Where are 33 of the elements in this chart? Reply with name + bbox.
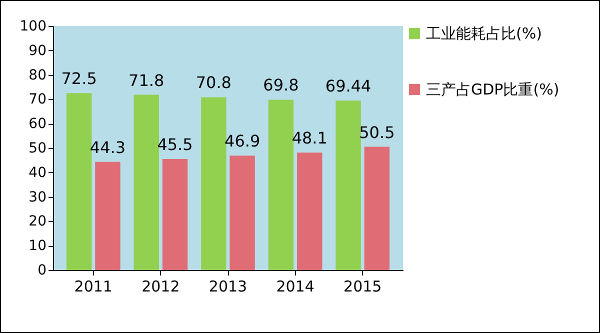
- bar: [95, 162, 120, 270]
- x-tick-label: 2012: [142, 278, 180, 296]
- legend-label: 三产占GDP比重(%): [426, 80, 560, 98]
- data-label: 71.8: [128, 70, 164, 90]
- bar: [66, 93, 92, 270]
- data-label: 69.8: [263, 76, 299, 95]
- y-tick-label: 60: [28, 116, 46, 132]
- y-tick-label: 100: [20, 18, 46, 34]
- y-tick-label: 0: [38, 262, 46, 278]
- x-tick-label: 2014: [276, 278, 314, 296]
- y-tick-label: 70: [28, 92, 46, 108]
- x-tick-label: 2013: [208, 278, 248, 296]
- y-tick-label: 80: [28, 67, 46, 84]
- legend-label: 工业能耗占比(%): [426, 24, 542, 42]
- data-label: 70.8: [196, 73, 232, 92]
- y-tick-label: 50: [28, 140, 46, 156]
- bar: [297, 152, 322, 270]
- bar: [134, 94, 159, 270]
- x-tick-label: 2015: [344, 278, 382, 296]
- data-label: 69.44: [325, 76, 372, 96]
- y-tick-label: 40: [28, 164, 46, 181]
- y-tick-label: 10: [28, 238, 46, 254]
- bar: [201, 97, 226, 270]
- y-tick-label: 30: [28, 189, 46, 206]
- bar: [230, 156, 255, 270]
- y-tick-label: 20: [28, 214, 46, 230]
- bar: [162, 158, 188, 270]
- bar: [336, 100, 361, 270]
- y-tick-label: 90: [28, 42, 46, 59]
- bar: [268, 100, 294, 270]
- x-tick-label: 2011: [74, 278, 112, 296]
- bar: [364, 146, 390, 270]
- data-label: 72.5: [61, 69, 97, 88]
